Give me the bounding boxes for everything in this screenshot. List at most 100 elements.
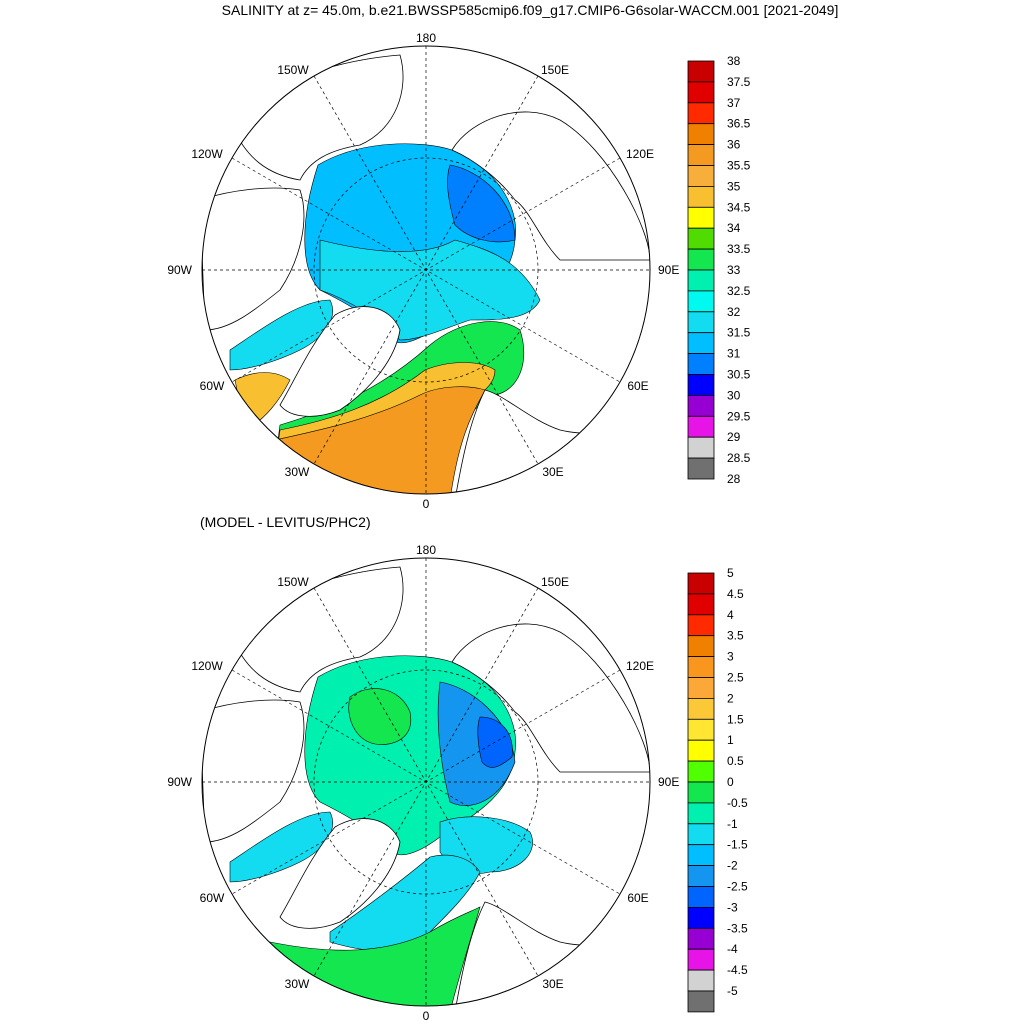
top-colorbar-swatch: [687, 394, 715, 417]
bottom-colorbar-label: 2.5: [727, 671, 744, 685]
top-colorbar-label: 37.5: [727, 75, 751, 89]
bottom-colorbar-swatch: [687, 677, 715, 699]
top-colorbar-label: 28.5: [727, 451, 751, 465]
bottom-colorbar-label: 2: [727, 691, 734, 705]
top-colorbar-swatch: [687, 269, 715, 292]
bottom-colorbar-label: -2: [727, 859, 738, 873]
bottom-colorbar-swatch: [687, 865, 715, 887]
bottom-colorbar-swatch: [687, 990, 715, 1013]
bottom-colorbar-label: -5: [727, 984, 738, 998]
bottom-colorbar-label: -4.5: [727, 963, 748, 977]
bottom-colorbar-label: 5: [727, 566, 734, 580]
bottom-canada-land: [202, 699, 305, 843]
top-lon-30w: 30W: [285, 465, 310, 479]
top-lon-90e: 90E: [658, 263, 679, 277]
bottom-colorbar-swatch: [687, 948, 715, 971]
top-east-arctic-region: [447, 164, 516, 243]
bottom-colorbar-label: -1: [727, 817, 738, 831]
top-lon-60e: 60E: [627, 379, 648, 393]
top-colorbar-swatch: [687, 144, 715, 166]
bottom-lon-60e: 60E: [627, 891, 648, 905]
top-longitude-labels: 180 0 90W 90E 150W 150E 120W 120E 60W 60…: [167, 31, 679, 511]
bottom-siberia-land: [451, 623, 650, 773]
top-colorbar-label: 37: [727, 96, 741, 110]
top-map-boundary: [201, 45, 651, 495]
bottom-lon-60w: 60W: [200, 891, 225, 905]
top-colorbar-swatch: [687, 415, 715, 438]
top-colorbar-swatch: [687, 102, 715, 125]
top-colorbar-label: 34.5: [727, 200, 751, 214]
top-colorbar-swatch: [687, 374, 715, 396]
bottom-lon-30w: 30W: [285, 977, 310, 991]
top-colorbar-label: 31.5: [727, 326, 751, 340]
top-colorbar: 38 37.5 37 36.5 36 35.5 35 34.5 34 33.5 33 32.5 32 31…: [687, 54, 751, 486]
top-colorbar-swatch: [687, 353, 715, 375]
bottom-lon-180: 180: [416, 543, 436, 557]
bottom-greenland-land: [279, 818, 401, 929]
bottom-colorbar-swatch: [687, 697, 715, 720]
bottom-east-arctic-region: [437, 681, 516, 806]
bottom-colorbar-swatch: [687, 886, 715, 908]
top-colorbar-label: 29.5: [727, 409, 751, 423]
bottom-colorbar-label: 4: [727, 608, 734, 622]
top-colorbar-swatch: [687, 436, 715, 459]
top-colorbar-swatch: [687, 457, 715, 480]
top-colorbar-label: 35.5: [727, 159, 751, 173]
top-lon-150w: 150W: [277, 63, 309, 77]
bottom-colorbar-label: -3.5: [727, 921, 748, 935]
top-map-gridlines: [202, 46, 650, 494]
top-colorbar-label: 33: [727, 263, 741, 277]
bottom-colorbar-label: -0.5: [727, 796, 748, 810]
top-colorbar-label: 30: [727, 388, 741, 402]
top-lon-30e: 30E: [542, 465, 563, 479]
bottom-colorbar-label: -3: [727, 900, 738, 914]
top-colorbar-swatch: [687, 81, 715, 104]
bottom-lon-0: 0: [423, 1009, 430, 1023]
top-colorbar-swatch: [687, 185, 715, 208]
bottom-colorbar-label: 1: [727, 733, 734, 747]
bottom-colorbar-label: 3.5: [727, 629, 744, 643]
bottom-map-boundary: [201, 557, 651, 1007]
bottom-lon-150w: 150W: [277, 575, 309, 589]
bottom-colorbar-label: -1.5: [727, 838, 748, 852]
bottom-colorbar-swatch: [687, 572, 715, 595]
bottom-map-gridlines: [202, 558, 650, 1006]
top-colorbar-label: 33.5: [727, 242, 751, 256]
bottom-colorbar: 5 4.5 4 3.5 3 2.5 2 1.5 1 0.5 0 -0.5 -1 -1.5 -2 -2.5 -3 -…: [687, 566, 748, 1013]
top-canada-land: [202, 187, 305, 331]
top-colorbar-swatch: [687, 123, 715, 145]
bottom-green-blob-region: [348, 688, 412, 745]
top-lon-60w: 60W: [200, 379, 225, 393]
top-colorbar-label: 28: [727, 472, 741, 486]
top-lon-150e: 150E: [541, 63, 569, 77]
bottom-colorbar-swatch: [687, 823, 715, 846]
bottom-colorbar-swatch: [687, 614, 715, 637]
bottom-colorbar-swatch: [687, 635, 715, 657]
top-colorbar-swatch: [687, 290, 715, 313]
difference-subtitle: (MODEL - LEVITUS/PHC2): [200, 514, 371, 530]
top-colorbar-swatch: [687, 206, 715, 229]
bottom-lon-30e: 30E: [542, 977, 563, 991]
bottom-colorbar-label: 1.5: [727, 712, 744, 726]
bottom-colorbar-swatch: [687, 969, 715, 992]
top-colorbar-label: 36: [727, 138, 741, 152]
bottom-colorbar-swatch: [687, 781, 715, 804]
top-siberia-land: [451, 111, 650, 261]
bottom-colorbar-swatch: [687, 802, 715, 825]
top-lon-90w: 90W: [167, 263, 192, 277]
top-lon-120e: 120E: [626, 147, 654, 161]
top-colorbar-label: 36.5: [727, 117, 751, 131]
top-colorbar-label: 34: [727, 221, 741, 235]
top-lon-0: 0: [423, 497, 430, 511]
figure-title: SALINITY at z= 45.0m, b.e21.BWSSP585cmip…: [221, 2, 839, 18]
top-lon-120w: 120W: [191, 147, 223, 161]
bottom-colorbar-swatch: [687, 844, 715, 867]
bottom-colorbar-label: 4.5: [727, 587, 744, 601]
top-greenland-land: [279, 306, 401, 417]
bottom-colorbar-swatch: [687, 739, 715, 762]
top-colorbar-swatch: [687, 332, 715, 355]
bottom-colorbar-label: 3: [727, 650, 734, 664]
bottom-colorbar-swatch: [687, 906, 715, 929]
top-colorbar-label: 31: [727, 347, 741, 361]
top-colorbar-label: 32: [727, 305, 741, 319]
